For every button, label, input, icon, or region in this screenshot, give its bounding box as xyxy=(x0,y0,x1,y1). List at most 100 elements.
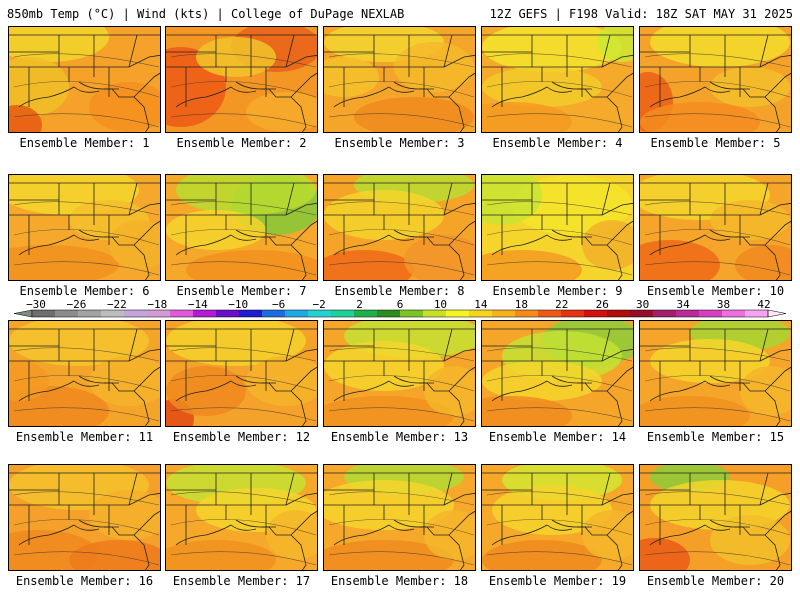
state-border xyxy=(78,375,119,384)
state-border xyxy=(285,202,317,216)
temperature-shading xyxy=(650,27,790,67)
temperature-shading xyxy=(176,175,316,215)
ensemble-member-map-20 xyxy=(639,464,792,571)
state-border xyxy=(78,81,119,90)
colorbar-left-arrow xyxy=(14,309,33,318)
wind-streamline xyxy=(328,491,475,506)
ensemble-member-map-10 xyxy=(639,174,792,281)
state-border xyxy=(491,380,573,402)
wind-streamline xyxy=(328,519,475,536)
wind-streamline xyxy=(486,201,633,216)
state-border xyxy=(491,234,573,256)
temperature-shading xyxy=(324,250,414,280)
ensemble-member-label: Ensemble Member: 20 xyxy=(646,574,785,588)
temperature-shading xyxy=(9,105,42,132)
temperature-shading xyxy=(246,356,317,406)
wind-streamline xyxy=(13,375,160,392)
colorbar-tick-label: 18 xyxy=(515,300,528,311)
wind-streamline xyxy=(328,375,475,392)
colorbar-segment xyxy=(170,310,194,317)
ensemble-member-label: Ensemble Member: 16 xyxy=(15,574,154,588)
ensemble-member-map-3 xyxy=(323,26,476,133)
wind-streamline xyxy=(644,551,791,566)
ensemble-member-map-16 xyxy=(8,464,161,571)
temperature-shading xyxy=(9,57,69,117)
temperature-shading xyxy=(324,540,454,570)
ensemble-member-label: Ensemble Member: 8 xyxy=(334,284,465,298)
temperature-shading xyxy=(186,250,317,280)
state-border xyxy=(333,86,415,108)
colorbar-tick-label: 30 xyxy=(636,300,649,311)
wind-streamline xyxy=(328,81,475,98)
colorbar-tick-label: −6 xyxy=(272,300,285,311)
wind-streamline xyxy=(644,201,791,216)
colorbar-tick-label: −26 xyxy=(67,300,87,311)
temperature-shading xyxy=(482,540,602,570)
state-border xyxy=(18,86,100,108)
state-border xyxy=(285,348,317,362)
temperature-shading xyxy=(482,250,582,280)
ensemble-member-label: Ensemble Member: 1 xyxy=(19,136,150,150)
wind-streamline xyxy=(13,519,160,536)
colorbar-segment xyxy=(124,310,148,317)
state-border xyxy=(133,510,160,536)
wind-streamline xyxy=(644,53,791,68)
wind-streamline xyxy=(328,551,475,566)
colorbar-segment xyxy=(630,310,654,317)
wind-streamline xyxy=(13,407,160,422)
ensemble-member-map-6 xyxy=(8,174,161,281)
colorbar-tick-label: 2 xyxy=(356,300,363,311)
wind-streamline xyxy=(486,229,633,246)
colorbar-segment xyxy=(147,310,171,317)
temperature-shading xyxy=(89,356,160,406)
state-border xyxy=(333,524,415,546)
wind-streamline xyxy=(13,347,160,362)
temperature-shading xyxy=(404,235,475,280)
colorbar-segment xyxy=(492,310,516,317)
wind-streamline xyxy=(644,113,791,128)
wind-streamline xyxy=(13,201,160,216)
wind-streamline xyxy=(13,81,160,98)
wind-streamline xyxy=(328,261,475,276)
colorbar-segment xyxy=(354,310,378,317)
wind-streamline xyxy=(486,375,633,392)
state-border xyxy=(18,524,100,546)
ensemble-member-label: Ensemble Member: 11 xyxy=(15,430,154,444)
ensemble-member-map-11 xyxy=(8,320,161,427)
temperature-shading xyxy=(9,321,149,366)
ensemble-member-label: Ensemble Member: 12 xyxy=(172,430,311,444)
wind-streamline xyxy=(13,551,160,566)
state-border xyxy=(606,510,633,536)
colorbar-segment xyxy=(331,310,355,317)
temperature-shading xyxy=(324,396,454,426)
colorbar-segment xyxy=(561,310,585,317)
ensemble-member-label: Ensemble Member: 17 xyxy=(172,574,311,588)
colorbar-tick-label: 34 xyxy=(676,300,690,311)
state-border xyxy=(606,72,633,98)
colorbar-segment xyxy=(699,310,723,317)
state-border xyxy=(133,220,160,246)
wind-streamline xyxy=(328,113,475,128)
wind-streamline xyxy=(644,491,791,506)
colorbar-segment xyxy=(607,310,631,317)
colorbar-tick-label: 26 xyxy=(596,300,609,311)
state-border xyxy=(601,202,633,216)
colorbar-segment xyxy=(55,310,79,317)
temperature-shading xyxy=(597,27,633,62)
state-border xyxy=(175,524,257,546)
ensemble-member-map-5 xyxy=(639,26,792,133)
state-border xyxy=(491,86,573,108)
ensemble-member-map-19 xyxy=(481,464,634,571)
colorbar-segment xyxy=(653,310,677,317)
colorbar-segment xyxy=(308,310,332,317)
state-border xyxy=(551,229,592,238)
wind-streamline xyxy=(170,113,317,128)
temperature-shading xyxy=(640,102,760,132)
colorbar-segment xyxy=(469,310,493,317)
state-border xyxy=(333,380,415,402)
colorbar-tick-label: −30 xyxy=(26,300,46,311)
state-border xyxy=(649,234,731,256)
wind-streamline xyxy=(486,491,633,506)
state-border xyxy=(78,229,119,238)
wind-streamline xyxy=(170,375,317,392)
